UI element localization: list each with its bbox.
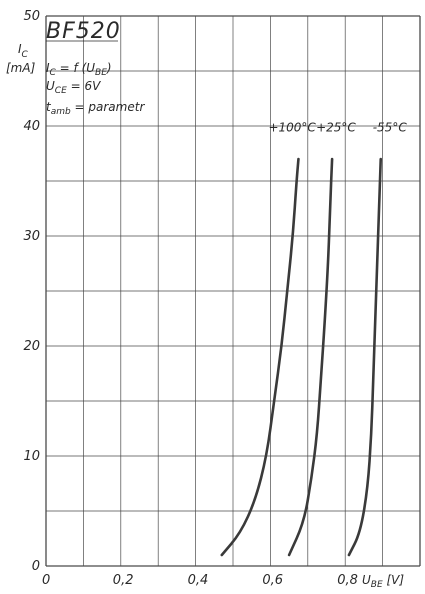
uce-u: U [46, 79, 55, 93]
y-tick-label: 20 [23, 339, 40, 354]
y-axis-unit: [mA] [6, 61, 36, 75]
series-labels: +100°C +25°C -55°C [268, 121, 407, 135]
y-axis-label: IC [18, 42, 29, 60]
y-tick-label: 0 [32, 559, 40, 574]
y-label-main: I [18, 42, 22, 56]
annotation-formula: IC = f (UBE) [46, 61, 112, 78]
formula-mid: = f (U [56, 61, 95, 75]
x-tick-label: 0 [42, 573, 50, 588]
formula-u-sub: BE [95, 68, 107, 78]
x-tick-labels: 0 0,2 0,4 0,6 0,8 [42, 573, 358, 588]
y-label-sub: C [22, 50, 29, 60]
uce-rest: = 6V [67, 79, 101, 93]
tamb-rest: = parametr [71, 100, 146, 114]
series-line [220, 157, 300, 557]
x-label-rest: [V] [383, 573, 405, 587]
annotation-tamb: tamb = parametr [46, 100, 145, 117]
x-label-main: U [362, 573, 371, 587]
y-tick-label: 10 [23, 449, 40, 464]
formula-end: ) [106, 61, 112, 75]
x-tick-label: 0,4 [188, 573, 209, 588]
y-tick-label: 30 [23, 229, 40, 244]
series-label: +100°C [268, 121, 316, 135]
annotation-uce: UCE = 6V [46, 79, 101, 96]
series-line [347, 157, 383, 557]
series-label: -55°C [373, 121, 408, 135]
x-label-sub: BE [371, 580, 383, 590]
x-axis-label: UBE [V] [362, 573, 404, 590]
formula-i: I [46, 61, 50, 75]
chart-title: BF520 [46, 19, 121, 44]
x-tick-label: 0,6 [262, 573, 283, 588]
series-label: +25°C [316, 121, 356, 135]
uce-sub: CE [55, 86, 67, 96]
tamb-t: t [46, 100, 52, 114]
tamb-sub: amb [51, 107, 71, 117]
series-group [220, 157, 383, 557]
y-tick-label: 40 [23, 119, 40, 134]
grid [45, 15, 421, 567]
y-tick-labels: 0 10 20 30 40 50 [23, 9, 40, 574]
formula-i-sub: C [50, 68, 57, 78]
series-line [287, 157, 334, 557]
x-tick-label: 0,8 [337, 573, 358, 588]
x-tick-label: 0,2 [113, 573, 134, 588]
y-tick-label: 50 [23, 9, 40, 24]
